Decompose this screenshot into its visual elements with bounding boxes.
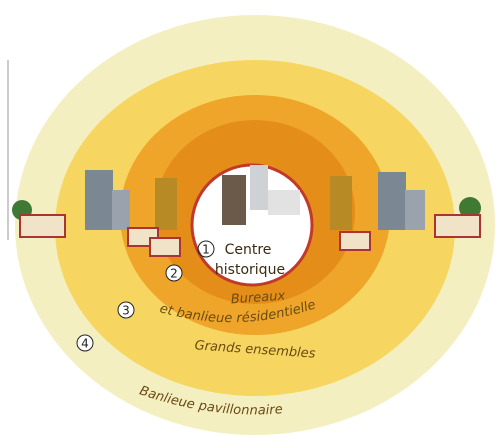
- ring-label: Centre: [225, 242, 272, 258]
- ring-number: 2: [170, 267, 178, 281]
- ring-number: 3: [122, 304, 130, 318]
- ring-number: 4: [81, 337, 89, 351]
- ring-number: 1: [202, 243, 210, 257]
- ring-label: historique: [215, 262, 285, 278]
- diagram: 1 Centre historique 2 Bureaux et banlieu…: [0, 0, 496, 435]
